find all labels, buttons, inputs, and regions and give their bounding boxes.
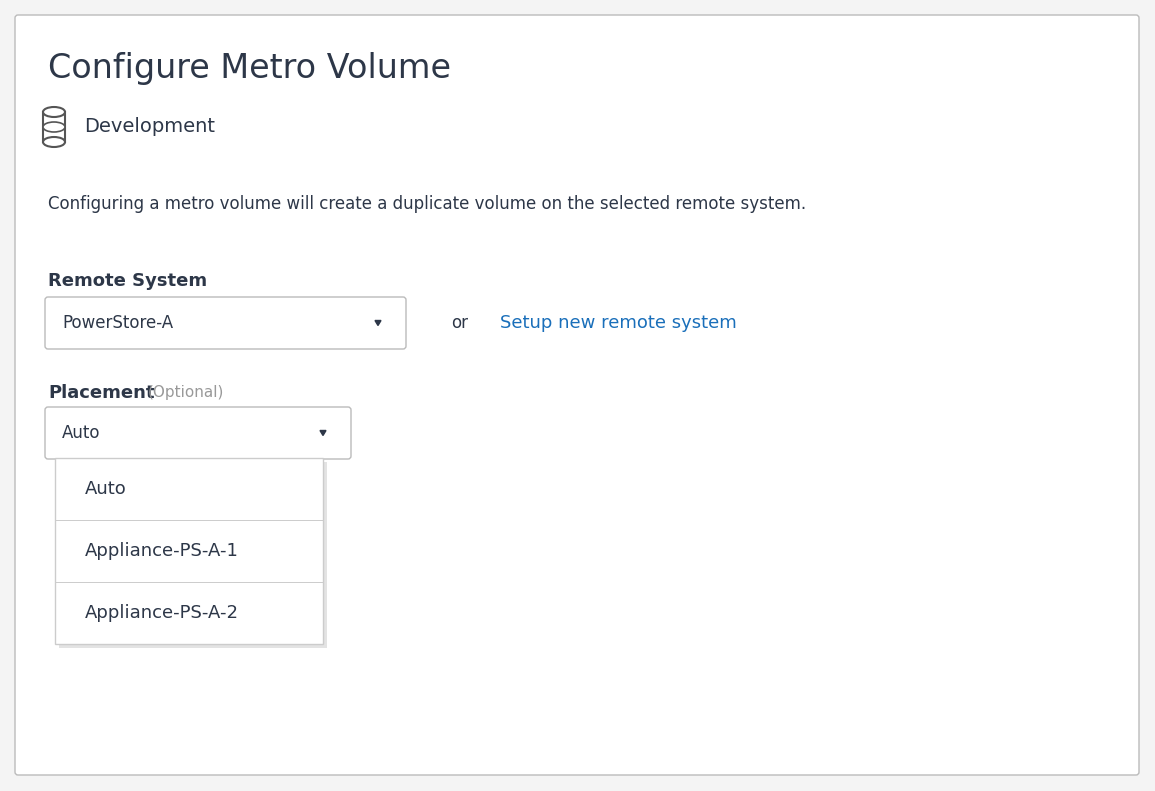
Text: Remote System: Remote System [49,272,207,290]
Text: or: or [452,314,469,332]
Ellipse shape [43,137,65,147]
Text: Appliance-PS-A-1: Appliance-PS-A-1 [85,542,239,560]
FancyBboxPatch shape [59,462,327,648]
FancyBboxPatch shape [45,297,407,349]
Text: Configure Metro Volume: Configure Metro Volume [49,52,450,85]
Text: Appliance-PS-A-2: Appliance-PS-A-2 [85,604,239,622]
Ellipse shape [43,107,65,117]
Text: Development: Development [84,118,215,137]
Text: (Optional): (Optional) [148,385,224,400]
FancyBboxPatch shape [55,458,323,644]
Polygon shape [375,320,381,326]
FancyBboxPatch shape [45,407,351,459]
Polygon shape [320,430,326,436]
Text: PowerStore-A: PowerStore-A [62,314,173,332]
FancyBboxPatch shape [15,15,1139,775]
Text: Placement: Placement [49,384,155,402]
Text: Setup new remote system: Setup new remote system [500,314,737,332]
Text: Configuring a metro volume will create a duplicate volume on the selected remote: Configuring a metro volume will create a… [49,195,806,213]
Text: Auto: Auto [62,424,100,442]
Text: Auto: Auto [85,480,127,498]
Ellipse shape [43,122,65,132]
